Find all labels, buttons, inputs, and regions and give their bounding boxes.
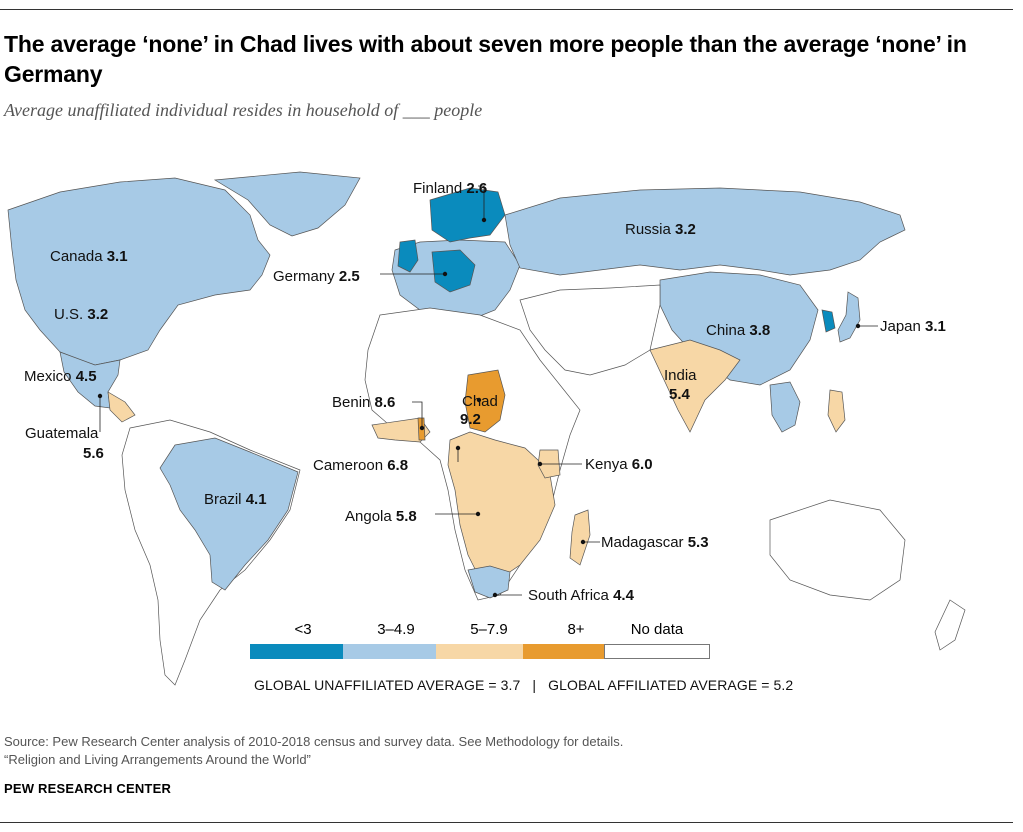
legend-label: 5–7.9 <box>470 621 508 638</box>
legend-swatch <box>436 644 542 659</box>
label-canada: Canada 3.1 <box>50 248 128 265</box>
label-germany: Germany 2.5 <box>273 268 360 285</box>
label-japan: Japan 3.1 <box>880 318 946 335</box>
label-finland: Finland 2.6 <box>413 180 487 197</box>
legend-item-lt3: <3 <box>250 620 356 659</box>
global-averages: GLOBAL UNAFFILIATED AVERAGE = 3.7 | GLOB… <box>254 677 794 693</box>
region-south-africa <box>467 565 511 599</box>
region-korea <box>821 309 836 333</box>
region-russia <box>504 187 906 276</box>
legend-swatch <box>523 644 629 659</box>
legend-item-5-7-9: 5–7.9 <box>436 620 542 659</box>
bottom-rule <box>0 822 1013 823</box>
label-cameroon: Cameroon 6.8 <box>313 457 408 474</box>
legend-item-3-4-9: 3–4.9 <box>343 620 449 659</box>
label-us: U.S. 3.2 <box>54 306 108 323</box>
region-brazil <box>159 437 299 591</box>
legend-label: No data <box>630 621 684 638</box>
region-southeast-asia <box>769 381 801 433</box>
world-map: Finland 2.6 Russia 3.2 Canada 3.1 German… <box>0 170 1013 700</box>
top-rule <box>0 9 1013 10</box>
legend-swatch <box>250 644 356 659</box>
label-kenya: Kenya 6.0 <box>585 456 653 473</box>
legend: <3 3–4.9 5–7.9 8+ No data <box>250 620 710 665</box>
label-madagascar: Madagascar 5.3 <box>601 534 709 551</box>
world-map-svg: Finland 2.6 Russia 3.2 Canada 3.1 German… <box>7 171 966 686</box>
label-mexico: Mexico 4.5 <box>24 368 97 385</box>
legend-item-8plus: 8+ <box>523 620 629 659</box>
region-central-america <box>107 391 136 423</box>
label-angola: Angola 5.8 <box>345 508 417 525</box>
source-text: Source: Pew Research Center analysis of … <box>4 734 624 749</box>
label-chad-name: Chad <box>462 393 498 410</box>
chart-subtitle: Average unaffiliated individual resides … <box>4 100 483 120</box>
leader-lines <box>99 185 878 596</box>
region-greenland <box>213 171 361 237</box>
label-benin: Benin 8.6 <box>332 394 395 411</box>
label-south-africa: South Africa 4.4 <box>528 587 635 604</box>
label-india-value: 5.4 <box>669 386 691 403</box>
region-chad <box>464 369 506 433</box>
region-north-america <box>7 177 271 366</box>
region-middle-east <box>519 284 661 376</box>
source-note: Source: Pew Research Center analysis of … <box>4 733 623 769</box>
leader-dots <box>97 217 861 598</box>
label-india-name: India <box>664 367 697 384</box>
legend-label: 3–4.9 <box>377 621 415 638</box>
label-brazil: Brazil 4.1 <box>204 491 267 508</box>
region-new-zealand <box>934 599 966 651</box>
legend-swatch <box>604 644 710 659</box>
brand-name: PEW RESEARCH CENTER <box>4 781 172 796</box>
report-title: “Religion and Living Arrangements Around… <box>4 752 311 767</box>
region-uk <box>397 239 419 273</box>
region-japan <box>837 291 861 343</box>
legend-swatch <box>343 644 449 659</box>
label-chad-value: 9.2 <box>460 411 481 428</box>
region-nordics <box>429 187 506 243</box>
chart-title: The average ‘none’ in Chad lives with ab… <box>4 31 967 87</box>
legend-label: <3 <box>294 621 312 638</box>
region-central-southern-africa <box>447 431 556 581</box>
region-india <box>649 339 741 433</box>
legend-label: 8+ <box>567 621 585 638</box>
label-china: China 3.8 <box>706 322 770 339</box>
region-germany <box>431 249 476 293</box>
legend-item-no-data: No data <box>604 620 710 659</box>
label-russia: Russia 3.2 <box>625 221 696 238</box>
region-australia <box>769 499 906 601</box>
region-madagascar <box>569 509 591 566</box>
label-guatemala-name: Guatemala <box>25 425 99 442</box>
label-guatemala-value: 5.6 <box>83 445 104 462</box>
region-philippines <box>827 389 846 433</box>
